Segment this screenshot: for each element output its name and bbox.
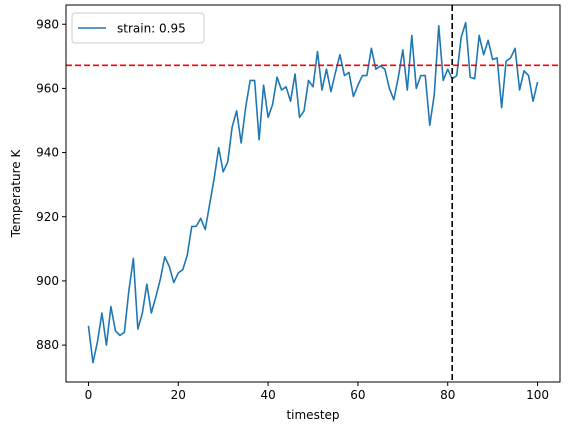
axes-frame: [65, 4, 561, 383]
y-tick-label: 980: [36, 17, 59, 31]
series-line-0: [87, 21, 539, 364]
x-tick-label: 80: [440, 388, 455, 402]
x-axis: 0 20 40 60 80 100: [85, 382, 549, 402]
x-tick-label: 40: [260, 388, 275, 402]
y-tick-label: 900: [36, 274, 59, 288]
legend-label: strain: 0.95: [117, 22, 186, 36]
y-tick-label: 940: [36, 146, 59, 160]
y-axis: 880 900 920 940 960 980: [36, 17, 66, 352]
x-tick-label: 0: [85, 388, 93, 402]
legend: strain: 0.95: [71, 12, 205, 44]
y-tick-label: 960: [36, 81, 59, 95]
legend-box: [71, 12, 205, 44]
y-tick-label: 880: [36, 338, 59, 352]
y-tick-label: 920: [36, 210, 59, 224]
plot-area: [66, 5, 560, 382]
x-axis-label: timestep: [286, 408, 339, 422]
x-tick-label: 100: [526, 388, 549, 402]
y-axis-label: Temperature K: [9, 149, 23, 239]
x-tick-label: 60: [350, 388, 365, 402]
x-tick-label: 20: [171, 388, 186, 402]
